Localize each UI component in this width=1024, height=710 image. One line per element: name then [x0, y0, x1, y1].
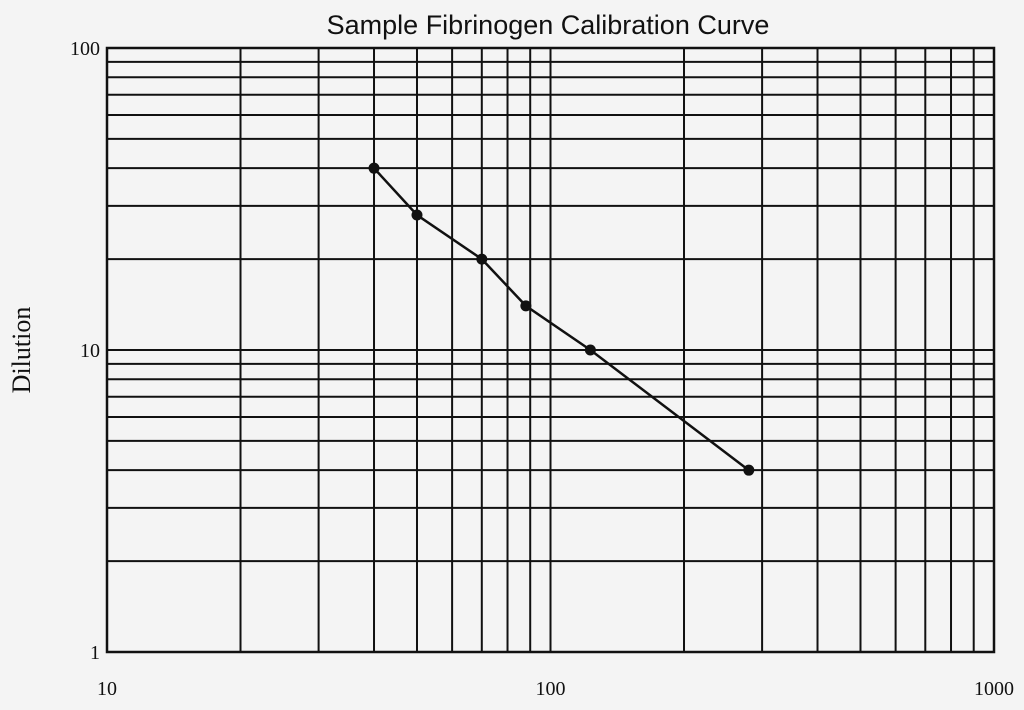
series-group	[368, 162, 755, 476]
grid-lines	[107, 48, 994, 652]
data-point	[584, 344, 596, 356]
data-point	[743, 464, 755, 476]
data-point	[368, 162, 380, 174]
x-tick-label: 100	[536, 678, 566, 700]
x-tick-label: 10	[97, 678, 117, 700]
x-tick-label: 1000	[974, 678, 1014, 700]
data-point	[520, 300, 532, 312]
chart-title: Sample Fibrinogen Calibration Curve	[327, 10, 770, 40]
y-axis-label: Dilution	[7, 307, 36, 394]
data-point	[476, 253, 488, 265]
y-tick-label: 10	[80, 340, 100, 362]
plot-frame	[105, 46, 996, 654]
y-tick-label: 100	[70, 38, 100, 60]
y-tick-label: 1	[90, 642, 100, 664]
series-line	[373, 167, 750, 472]
tick-labels: 10 100 1000 1 10 100	[70, 38, 1014, 700]
data-point	[411, 209, 423, 221]
